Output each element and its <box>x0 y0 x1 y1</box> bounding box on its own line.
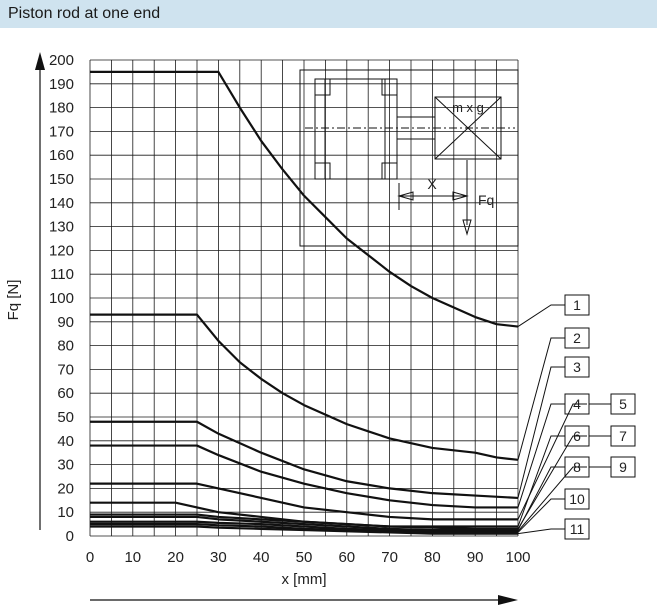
y-tick-label: 160 <box>49 147 74 164</box>
curve-label-1: 1 <box>573 297 581 313</box>
dimension-arrow-left <box>397 191 414 201</box>
leader-line-3 <box>517 366 565 499</box>
y-tick-label: 0 <box>66 528 74 545</box>
cylinder-corners <box>315 79 397 179</box>
y-tick-label: 60 <box>57 385 74 402</box>
series-line-7 <box>90 513 518 530</box>
y-axis-label: Fq [N] <box>5 280 22 321</box>
chart-grid <box>89 59 519 537</box>
y-tick-label: 150 <box>49 171 74 188</box>
leader-line-7 <box>517 435 587 530</box>
y-tick-label: 100 <box>49 290 74 307</box>
x-tick-label: 50 <box>296 549 313 566</box>
leader-line-1 <box>517 304 565 327</box>
series-line-10 <box>90 522 518 534</box>
x-tick-label: 10 <box>124 549 141 566</box>
mass-label: m x g <box>452 100 484 115</box>
y-tick-label: 30 <box>57 457 74 474</box>
curve-label-9: 9 <box>619 459 627 475</box>
page-title: Piston rod at one end <box>8 5 161 22</box>
label-box-10 <box>564 488 590 510</box>
leader-line-10 <box>517 498 565 533</box>
y-tick-label: 190 <box>49 76 74 93</box>
leader-line-8 <box>517 466 565 531</box>
x-axis-label: x [mm] <box>282 571 327 588</box>
y-tick-label: 110 <box>50 266 74 283</box>
series-line-2 <box>90 313 519 461</box>
force-arrowhead <box>462 219 472 236</box>
curve-label-10: 10 <box>569 491 585 507</box>
series-curves <box>90 70 519 535</box>
curve-label-5: 5 <box>619 396 627 412</box>
x-tick-label: 80 <box>424 549 441 566</box>
curve-label-11: 11 <box>570 521 585 537</box>
y-tick-label: 170 <box>49 123 74 140</box>
series-line-3 <box>90 420 519 500</box>
series-line-1 <box>90 70 519 328</box>
x-dimension-label: X <box>427 176 437 192</box>
label-box-2 <box>564 327 590 349</box>
force-label: Fq <box>478 192 494 208</box>
y-tick-label: 20 <box>57 480 74 497</box>
series-line-5 <box>90 482 518 521</box>
label-box-3 <box>564 356 590 378</box>
y-tick-label: 140 <box>49 195 74 212</box>
dimension-arrow-right <box>452 191 469 201</box>
x-tick-label: 100 <box>505 549 530 566</box>
x-tick-label: 40 <box>253 549 270 566</box>
x-tick-label: 20 <box>167 549 184 566</box>
label-box-11 <box>564 518 590 540</box>
chart-axes <box>35 52 518 605</box>
inset-background <box>299 69 519 247</box>
leader-line-6 <box>517 435 565 527</box>
y-axis-arrowhead <box>35 52 45 70</box>
series-line-11 <box>90 525 518 535</box>
load-box <box>434 96 502 160</box>
y-tick-label: 130 <box>49 219 74 236</box>
leader-line-4 <box>517 403 565 508</box>
label-box-1 <box>564 294 590 316</box>
curve-label-2: 2 <box>573 330 581 346</box>
y-tick-label: 40 <box>57 433 74 450</box>
y-tick-label: 50 <box>57 409 74 426</box>
title-bar: Piston rod at one end <box>0 0 657 28</box>
series-line-8 <box>90 515 518 532</box>
x-tick-label: 30 <box>210 549 227 566</box>
leader-line-5 <box>517 403 587 520</box>
series-line-4 <box>90 444 518 509</box>
x-tick-label: 70 <box>381 549 398 566</box>
inset-diagram: m x g X Fq <box>299 69 519 247</box>
y-tick-label: 70 <box>57 361 74 378</box>
x-tick-label: 0 <box>86 549 94 566</box>
x-tick-label: 90 <box>467 549 484 566</box>
y-tick-label: 120 <box>49 242 74 259</box>
load-cross <box>434 96 502 160</box>
x-axis-arrowhead <box>498 595 518 605</box>
tick-labels: 0102030405060708090100110120130140150160… <box>49 52 531 566</box>
x-tick-label: 60 <box>338 549 355 566</box>
y-tick-label: 80 <box>57 338 74 355</box>
series-line-9 <box>90 520 518 533</box>
y-tick-label: 200 <box>49 52 74 69</box>
y-tick-label: 10 <box>57 504 74 521</box>
leader-line-11 <box>517 528 565 535</box>
leader-line-9 <box>517 466 587 532</box>
curve-label-3: 3 <box>573 359 581 375</box>
y-tick-label: 90 <box>57 314 74 331</box>
curve-label-7: 7 <box>619 428 627 444</box>
leader-line-2 <box>517 337 565 460</box>
y-tick-label: 180 <box>49 100 74 117</box>
